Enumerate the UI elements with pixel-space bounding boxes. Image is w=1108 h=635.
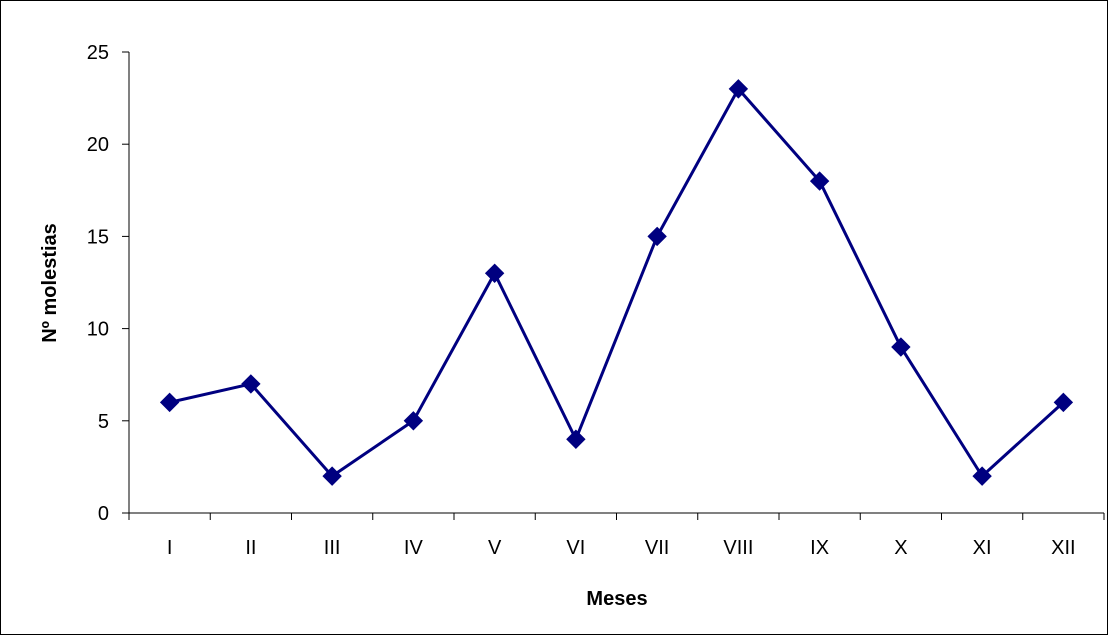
y-tick-label: 0 [98, 503, 109, 525]
data-point-marker [972, 466, 992, 486]
y-tick-label: 5 [98, 411, 109, 433]
x-tick-label: VIII [723, 537, 753, 559]
x-tick-label: X [894, 537, 907, 559]
x-tick-label: IX [810, 537, 829, 559]
series-group [159, 79, 1074, 486]
x-tick-label: IV [404, 537, 424, 559]
data-point-marker [566, 429, 586, 449]
data-point-marker [322, 466, 342, 486]
x-tick-label: XI [973, 537, 992, 559]
x-axis: I II III IV V VI VII VIII IX X XI XII [128, 512, 1105, 559]
x-tick-label: XII [1051, 537, 1075, 559]
data-point-marker [159, 392, 180, 413]
y-tick-label: 10 [87, 319, 109, 341]
y-axis-title: Nº molestias [39, 223, 61, 343]
y-axis: 0 5 10 15 20 25 [87, 42, 130, 525]
data-point-marker [809, 171, 830, 191]
data-point-marker [1053, 392, 1074, 413]
x-tick-label: VI [566, 537, 585, 559]
x-tick-label: VII [645, 537, 669, 559]
data-point-marker [403, 411, 424, 431]
y-tick-label: 20 [87, 134, 109, 156]
data-point-marker [241, 374, 261, 394]
x-tick-label: III [324, 537, 341, 559]
series-line [169, 87, 1065, 478]
x-axis-title: Meses [586, 588, 647, 610]
data-point-marker [728, 79, 749, 99]
y-tick-label: 25 [87, 42, 109, 64]
x-tick-label: V [488, 537, 502, 559]
data-point-marker [891, 337, 911, 357]
data-point-marker [647, 226, 667, 247]
y-tick-label: 15 [87, 226, 109, 248]
x-tick-label: II [245, 537, 256, 559]
x-tick-label: I [167, 537, 173, 559]
data-point-marker [484, 263, 505, 283]
